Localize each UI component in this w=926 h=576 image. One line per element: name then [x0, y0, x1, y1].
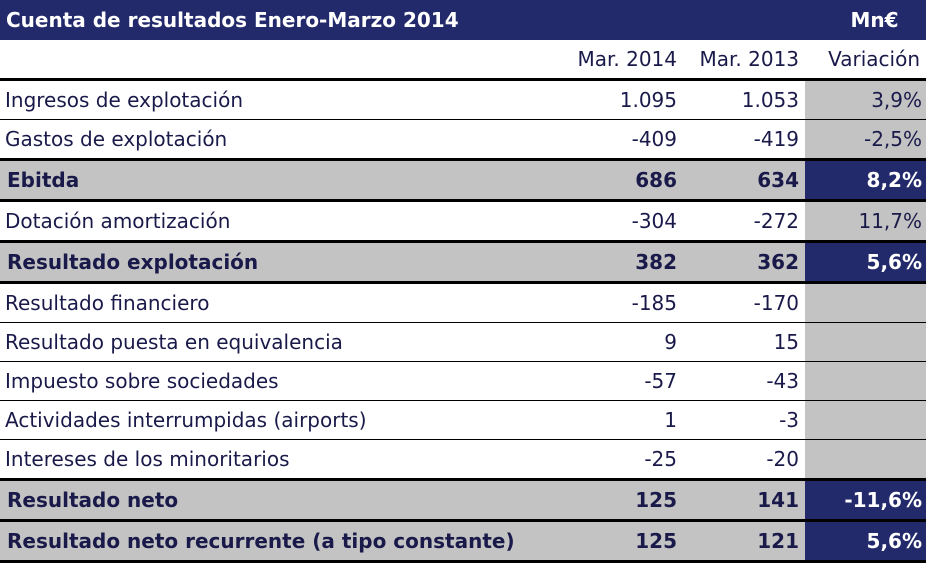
variation	[805, 322, 926, 362]
value-2014: -185	[560, 282, 683, 323]
value-2013: -3	[683, 400, 806, 440]
column-header-variacion: Variación	[805, 40, 926, 81]
value-2013: -419	[683, 119, 806, 161]
table-row-resultado-neto-recurrente: Resultado neto recurrente (a tipo consta…	[0, 520, 926, 563]
variation	[805, 400, 926, 440]
row-label: Gastos de explotación	[0, 119, 560, 161]
row-label: Ingresos de explotación	[0, 79, 560, 120]
table-title: Cuenta de resultados Enero-Marzo 2014	[0, 0, 806, 40]
column-header-row: Mar. 2014 Mar. 2013 Variación	[0, 40, 926, 81]
value-2013: -20	[683, 439, 806, 481]
row-label: Resultado neto	[0, 479, 560, 522]
value-2014: 382	[560, 241, 683, 284]
value-2014: 1.095	[560, 79, 683, 120]
variation: 5,6%	[805, 241, 926, 284]
column-header-mar-2014: Mar. 2014	[560, 40, 683, 81]
row-label: Resultado financiero	[0, 282, 560, 323]
value-2014: 125	[560, 479, 683, 522]
column-header-blank	[0, 40, 560, 81]
table-row-interrumpidas: Actividades interrumpidas (airports) 1 -…	[0, 400, 926, 440]
income-statement-table: Cuenta de resultados Enero-Marzo 2014 Mn…	[0, 0, 926, 563]
table-row-gastos: Gastos de explotación -409 -419 -2,5%	[0, 119, 926, 161]
column-header-mar-2013: Mar. 2013	[683, 40, 806, 81]
table-row-ingresos: Ingresos de explotación 1.095 1.053 3,9%	[0, 79, 926, 120]
table-row-resultado-explotacion: Resultado explotación 382 362 5,6%	[0, 241, 926, 284]
value-2013: 362	[683, 241, 806, 284]
variation	[805, 439, 926, 481]
value-2013: 634	[683, 159, 806, 202]
value-2013: -170	[683, 282, 806, 323]
row-label: Actividades interrumpidas (airports)	[0, 400, 560, 440]
table-row-equivalencia: Resultado puesta en equivalencia 9 15	[0, 322, 926, 362]
value-2013: 1.053	[683, 79, 806, 120]
variation	[805, 282, 926, 323]
value-2013: 15	[683, 322, 806, 362]
table-row-financiero: Resultado financiero -185 -170	[0, 282, 926, 323]
value-2014: 1	[560, 400, 683, 440]
value-2013: 121	[683, 520, 806, 563]
variation: -2,5%	[805, 119, 926, 161]
variation: 11,7%	[805, 200, 926, 243]
value-2014: -304	[560, 200, 683, 243]
value-2014: -409	[560, 119, 683, 161]
value-2013: -43	[683, 361, 806, 401]
unit-label: Mn€	[805, 0, 926, 40]
value-2014: -25	[560, 439, 683, 481]
row-label: Impuesto sobre sociedades	[0, 361, 560, 401]
variation: 8,2%	[805, 159, 926, 202]
value-2014: 125	[560, 520, 683, 563]
variation: 5,6%	[805, 520, 926, 563]
variation	[805, 361, 926, 401]
table-row-ebitda: Ebitda 686 634 8,2%	[0, 159, 926, 202]
row-label: Resultado puesta en equivalencia	[0, 322, 560, 362]
row-label: Ebitda	[0, 159, 560, 202]
variation: -11,6%	[805, 479, 926, 522]
table-row-minoritarios: Intereses de los minoritarios -25 -20	[0, 439, 926, 481]
value-2014: 9	[560, 322, 683, 362]
value-2013: 141	[683, 479, 806, 522]
row-label: Intereses de los minoritarios	[0, 439, 560, 481]
table-row-resultado-neto: Resultado neto 125 141 -11,6%	[0, 479, 926, 522]
table-row-amortizacion: Dotación amortización -304 -272 11,7%	[0, 200, 926, 243]
value-2014: 686	[560, 159, 683, 202]
value-2014: -57	[560, 361, 683, 401]
table-row-impuesto: Impuesto sobre sociedades -57 -43	[0, 361, 926, 401]
variation: 3,9%	[805, 79, 926, 120]
table-title-row: Cuenta de resultados Enero-Marzo 2014 Mn…	[0, 0, 926, 40]
value-2013: -272	[683, 200, 806, 243]
row-label: Resultado explotación	[0, 241, 560, 284]
row-label: Resultado neto recurrente (a tipo consta…	[0, 520, 560, 563]
row-label: Dotación amortización	[0, 200, 560, 243]
